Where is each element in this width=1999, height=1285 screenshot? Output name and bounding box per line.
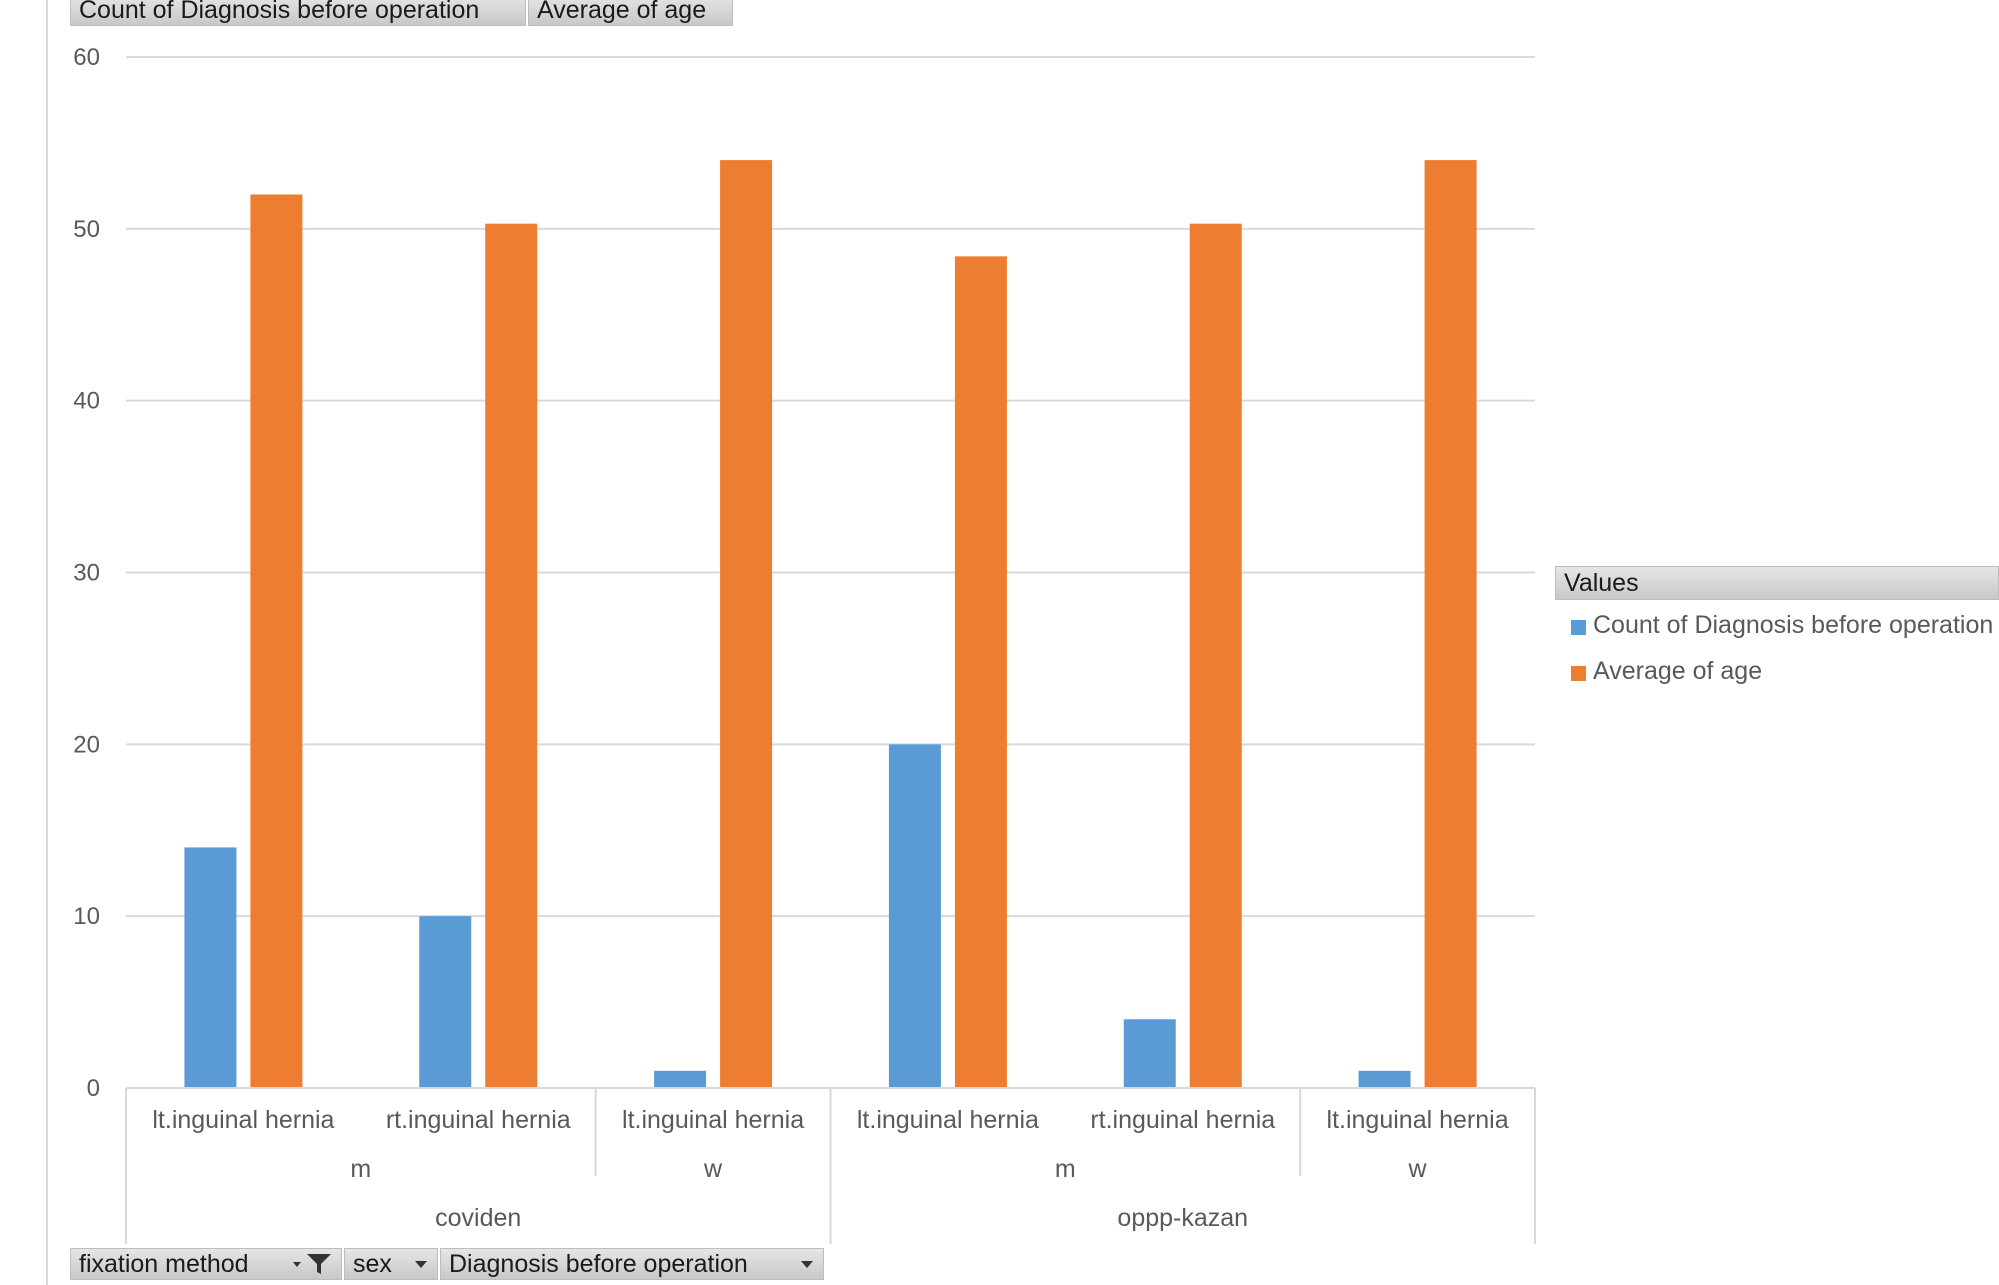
dropdown-icon [293,1262,301,1267]
filter-label: Diagnosis before operation [449,1250,748,1278]
filter-label: sex [353,1250,392,1278]
x-group-label: oppp-kazan [1117,1204,1248,1232]
x-tick-label: lt.inguinal hernia [152,1106,334,1134]
value-field-button-average[interactable]: Average of age [528,0,733,26]
bar-average [485,223,538,1088]
bar-count [184,847,237,1088]
y-tick-label: 40 [73,388,100,415]
dropdown-icon [801,1261,813,1268]
value-field-button-count[interactable]: Count of Diagnosis before operation [70,0,526,26]
bar-average [1189,223,1242,1088]
y-tick-label: 30 [73,560,100,587]
legend: Values Count of Diagnosis before operati… [1555,566,1999,692]
bar-count [1358,1070,1411,1088]
bar-average [720,160,773,1089]
y-tick-label: 20 [73,731,100,758]
x-tick-label: lt.inguinal hernia [622,1106,804,1134]
legend-label: Count of Diagnosis before operation [1593,611,1994,639]
x-subgroup-label: m [350,1155,371,1183]
x-subgroup-label: m [1055,1155,1076,1183]
legend-entry-average: Average of age [1555,646,1999,692]
sheet-gridline [46,0,48,1285]
bar-average [954,256,1007,1088]
y-tick-label: 50 [73,216,100,243]
value-field-label: Average of age [537,0,707,24]
bar-average [250,194,303,1088]
legend-swatch-count [1571,620,1586,635]
filter-button-fixation-method[interactable]: fixation method [70,1248,342,1280]
bar-count [419,916,472,1088]
x-tick-label: rt.inguinal hernia [386,1106,571,1134]
x-subgroup-label: w [703,1155,723,1183]
bar-count [654,1070,707,1088]
filter-button-diagnosis[interactable]: Diagnosis before operation [440,1248,824,1280]
x-tick-label: lt.inguinal hernia [857,1106,1039,1134]
legend-swatch-average [1571,666,1586,681]
filter-label: fixation method [79,1250,249,1278]
bar-count [1123,1019,1176,1088]
x-tick-label: rt.inguinal hernia [1090,1106,1275,1134]
value-field-label: Count of Diagnosis before operation [79,0,480,24]
x-tick-label: lt.inguinal hernia [1327,1106,1509,1134]
dropdown-icon [415,1261,427,1268]
legend-label: Average of age [1593,657,1763,685]
filter-icon [307,1254,331,1274]
x-subgroup-label: w [1408,1155,1428,1183]
legend-entry-count: Count of Diagnosis before operation [1555,600,1999,646]
y-tick-label: 10 [73,903,100,930]
x-group-label: coviden [435,1204,521,1232]
y-tick-label: 0 [87,1075,100,1102]
bar-count [888,744,941,1088]
y-tick-label: 60 [73,44,100,71]
filter-button-sex[interactable]: sex [344,1248,438,1280]
bar-average [1424,160,1477,1089]
legend-title: Values [1555,566,1999,600]
